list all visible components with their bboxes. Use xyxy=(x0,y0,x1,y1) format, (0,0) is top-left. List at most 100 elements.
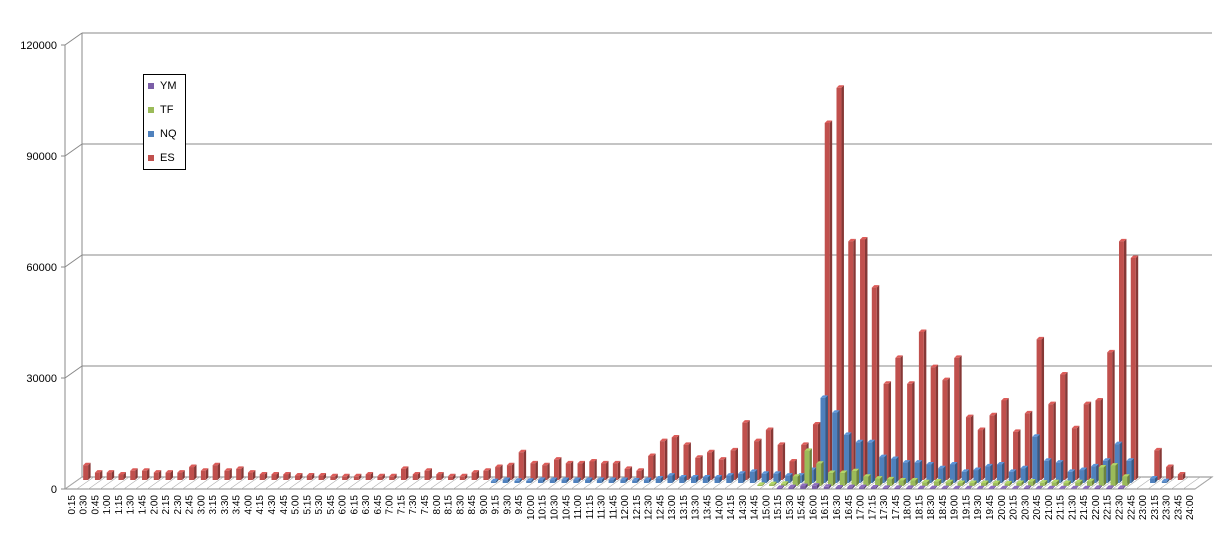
x-tick-label: 5:45 xyxy=(326,495,337,515)
x-tick-label: 14:15 xyxy=(726,495,737,520)
x-tick-label: 3:30 xyxy=(220,495,231,515)
legend: YM TF NQ ES xyxy=(143,74,186,170)
x-tick-label: 11:30 xyxy=(597,495,608,520)
x-tick-label: 11:00 xyxy=(573,495,584,520)
x-tick-label: 17:30 xyxy=(879,495,890,520)
floor-divider xyxy=(1171,476,1189,490)
legend-item-nq: NQ xyxy=(148,127,177,141)
bar-tf-19-15 xyxy=(969,480,977,486)
floor-divider xyxy=(1147,476,1166,490)
bar-es-9-15 xyxy=(506,462,515,480)
bar-tf-17-30 xyxy=(886,476,895,486)
x-tick-label: 4:30 xyxy=(267,495,278,515)
bar-es-18-30 xyxy=(942,377,950,480)
bar-es-20-15 xyxy=(1024,410,1033,480)
bar-es-10-45 xyxy=(577,460,585,480)
bar-es-10-00 xyxy=(542,462,550,480)
bar-nq-9-45 xyxy=(526,478,534,483)
bar-tf-17-45 xyxy=(898,477,907,486)
bar-es-22-15 xyxy=(1118,238,1127,480)
bar-nq-14-15 xyxy=(738,471,746,483)
bar-ym-19-00 xyxy=(953,485,961,489)
bar-es-3-15 xyxy=(224,468,232,480)
bar-es-16-15 xyxy=(836,85,844,481)
floor-divider xyxy=(64,476,83,490)
x-tick-label: 5:30 xyxy=(314,495,325,515)
x-tick-label: 10:15 xyxy=(538,495,549,520)
bar-tf-18-15 xyxy=(922,479,930,486)
x-tick-label: 1:45 xyxy=(138,495,149,515)
x-tick-label: 8:45 xyxy=(467,495,478,515)
bar-nq-21-45 xyxy=(1091,463,1099,483)
bar-nq-13-45 xyxy=(714,474,722,483)
bar-tf-19-45 xyxy=(992,480,1001,486)
bar-es-5-15 xyxy=(318,473,327,480)
bar-es-1-15 xyxy=(130,468,138,480)
bar-es-17-45 xyxy=(907,381,915,480)
bar-es-16-30 xyxy=(848,238,856,480)
legend-swatch-tf xyxy=(148,107,154,114)
bar-nq-10-30 xyxy=(561,477,569,483)
x-tick-label: 3:15 xyxy=(208,495,219,515)
x-tick-label: 12:30 xyxy=(644,495,655,520)
bar-es-12-30 xyxy=(659,438,668,480)
legend-item-ym: YM xyxy=(148,79,177,93)
floor-divider xyxy=(1183,476,1201,490)
bar-tf-16-00 xyxy=(816,461,824,486)
x-tick-label: 4:00 xyxy=(243,495,254,515)
bar-tf-22-15 xyxy=(1110,463,1118,486)
bar-nq-16-15 xyxy=(832,410,840,483)
x-tick-label: 1:00 xyxy=(102,495,113,515)
bar-ym-22-15 xyxy=(1106,485,1114,489)
x-tick-label: 19:00 xyxy=(950,495,961,520)
x-tick-label: 10:30 xyxy=(549,495,560,520)
bar-es-11-00 xyxy=(589,459,597,480)
x-tick-label: 12:15 xyxy=(632,495,643,520)
gridline-side xyxy=(64,32,83,46)
bar-es-18-15 xyxy=(930,364,939,480)
bar-es-15-00 xyxy=(777,442,786,480)
bar-es-20-30 xyxy=(1036,336,1045,480)
x-tick-label: 19:30 xyxy=(973,495,984,520)
x-tick-label: 23:15 xyxy=(1150,495,1161,520)
bar-tf-15-00 xyxy=(769,481,777,486)
floor-divider xyxy=(476,476,495,490)
floor-divider xyxy=(594,476,612,490)
legend-swatch-es xyxy=(148,155,154,162)
bar-nq-13-00 xyxy=(679,474,687,483)
floor-divider xyxy=(382,476,400,490)
bar-tf-16-15 xyxy=(827,470,836,486)
x-tick-label: 2:45 xyxy=(185,495,196,515)
bar-nq-10-45 xyxy=(573,477,581,483)
bar-ym-20-15 xyxy=(1012,485,1020,489)
bar-es-8-45 xyxy=(483,468,491,480)
x-tick-label: 7:45 xyxy=(420,495,431,515)
floor-divider xyxy=(323,476,342,490)
floor-divider xyxy=(241,476,259,490)
floor-divider xyxy=(559,476,577,490)
floor-divider xyxy=(147,476,165,490)
bar-tf-19-00 xyxy=(957,480,965,486)
bar-tf-16-45 xyxy=(851,468,859,486)
bar-es-7-00 xyxy=(400,466,409,480)
bar-ym-17-00 xyxy=(859,484,867,489)
y-tick-label: 120000 xyxy=(20,40,57,52)
x-tick-label: 21:15 xyxy=(1056,495,1067,520)
bar-nq-17-45 xyxy=(902,460,911,483)
bar-tf-20-30 xyxy=(1028,479,1036,486)
floor-divider xyxy=(417,476,436,490)
bar-nq-11-30 xyxy=(608,477,617,483)
bar-es-22-00 xyxy=(1107,349,1115,480)
bar-tf-18-45 xyxy=(945,479,954,486)
bar-es-23-30 xyxy=(1177,471,1186,480)
x-axis: 0:15 0:30 0:45 1:00 1:15 1:30 1:45 2:00 2:15 2:30… xyxy=(67,495,1196,520)
bar-nq-13-15 xyxy=(690,474,699,483)
bar-es-12-15 xyxy=(648,453,656,480)
bar-nq-12-00 xyxy=(632,477,640,483)
x-tick-label: 22:45 xyxy=(1126,495,1137,520)
bar-es-2-15 xyxy=(177,470,185,480)
bar-es-22-30 xyxy=(1130,255,1139,480)
x-tick-label: 6:30 xyxy=(361,495,372,515)
floor-divider xyxy=(570,476,589,490)
floor-divider xyxy=(359,476,377,490)
